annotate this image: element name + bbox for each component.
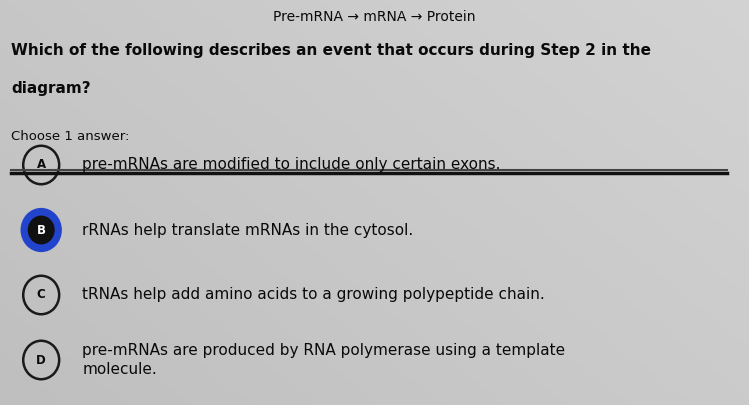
Text: Which of the following describes an event that occurs during Step 2 in the: Which of the following describes an even… — [11, 43, 651, 58]
Text: tRNAs help add amino acids to a growing polypeptide chain.: tRNAs help add amino acids to a growing … — [82, 288, 545, 303]
Text: A: A — [37, 158, 46, 171]
Ellipse shape — [20, 208, 62, 252]
Text: B: B — [37, 224, 46, 237]
Ellipse shape — [28, 215, 55, 245]
Text: Choose 1 answer:: Choose 1 answer: — [11, 130, 130, 143]
Text: diagram?: diagram? — [11, 81, 91, 96]
Text: D: D — [36, 354, 46, 367]
Text: pre-mRNAs are modified to include only certain exons.: pre-mRNAs are modified to include only c… — [82, 158, 501, 173]
Text: C: C — [37, 288, 46, 301]
Text: rRNAs help translate mRNAs in the cytosol.: rRNAs help translate mRNAs in the cytoso… — [82, 222, 413, 237]
Text: Pre-mRNA → mRNA → Protein: Pre-mRNA → mRNA → Protein — [273, 10, 476, 24]
Text: pre-mRNAs are produced by RNA polymerase using a template
molecule.: pre-mRNAs are produced by RNA polymerase… — [82, 343, 565, 377]
